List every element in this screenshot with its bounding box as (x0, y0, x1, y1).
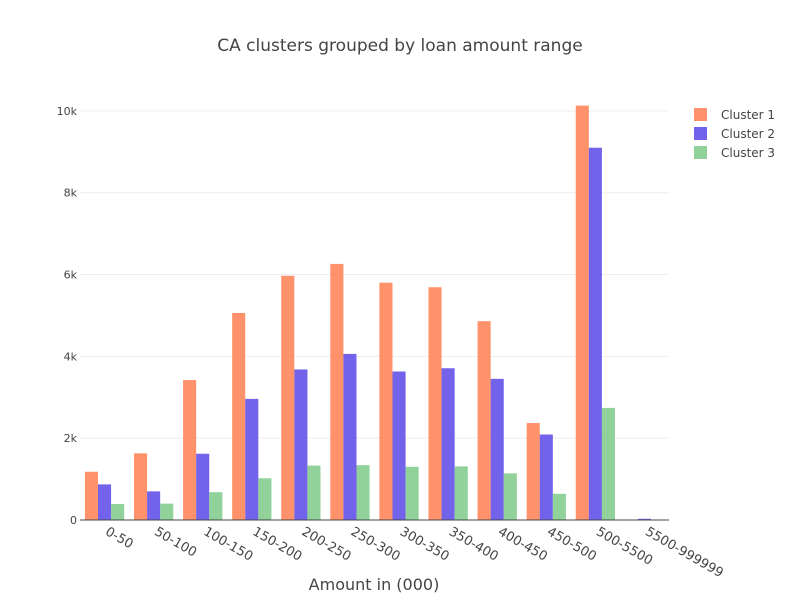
x-tick-label: 250-300 (348, 524, 403, 564)
y-axis-ticks: 0 2k 4k 6k 8k 10k (57, 105, 78, 527)
x-tick-label: 100-150 (201, 524, 256, 564)
x-tick-label: 450-500 (544, 524, 599, 564)
bar-cluster-1[interactable] (85, 472, 98, 520)
bar-cluster-1[interactable] (183, 380, 196, 520)
bar-cluster-2[interactable] (540, 435, 553, 521)
bar-cluster-3[interactable] (455, 466, 468, 520)
legend[interactable]: Cluster 1 Cluster 2 Cluster 3 (694, 108, 775, 160)
x-tick-label: 350-400 (446, 524, 501, 564)
bar-cluster-2[interactable] (589, 148, 602, 520)
bar-cluster-1[interactable] (281, 276, 294, 520)
bar-cluster-3[interactable] (160, 504, 173, 520)
bar-cluster-1[interactable] (379, 283, 392, 520)
legend-item[interactable]: Cluster 2 (694, 127, 775, 141)
bar-cluster-1[interactable] (428, 287, 441, 520)
x-tick-label: 150-200 (250, 524, 305, 564)
x-axis-title: Amount in (000) (309, 575, 440, 594)
x-tick-label: 50-100 (152, 524, 199, 560)
bar-cluster-3[interactable] (504, 473, 517, 520)
legend-swatch (694, 127, 707, 140)
bar-cluster-2[interactable] (196, 454, 209, 520)
legend-label: Cluster 3 (721, 146, 775, 160)
bar-cluster-2[interactable] (491, 379, 504, 520)
bar-cluster-3[interactable] (553, 494, 566, 520)
x-tick-label: 0-50 (103, 524, 136, 552)
bar-cluster-1[interactable] (478, 321, 491, 520)
bar-cluster-3[interactable] (357, 465, 370, 520)
bar-cluster-1[interactable] (330, 264, 343, 520)
y-tick-label: 4k (64, 350, 78, 363)
legend-swatch (694, 146, 707, 159)
bar-cluster-3[interactable] (307, 466, 320, 520)
bar-cluster-2[interactable] (245, 399, 258, 520)
bar-cluster-2[interactable] (98, 484, 111, 520)
bar-cluster-3[interactable] (406, 467, 419, 520)
x-tick-label: 400-450 (495, 524, 550, 564)
x-tick-label: 5500-999999 (642, 524, 725, 581)
bar-cluster-2[interactable] (294, 369, 307, 520)
legend-item[interactable]: Cluster 1 (694, 108, 775, 122)
x-tick-label: 300-350 (397, 524, 452, 564)
y-tick-label: 0 (70, 514, 77, 527)
bar-cluster-2[interactable] (147, 491, 160, 520)
bar-cluster-1[interactable] (527, 423, 540, 520)
legend-item[interactable]: Cluster 3 (694, 146, 775, 160)
legend-swatch (694, 108, 707, 121)
bar-cluster-3[interactable] (258, 478, 271, 520)
bar-cluster-3[interactable] (111, 504, 124, 520)
y-tick-label: 8k (64, 187, 78, 200)
bar-cluster-1[interactable] (232, 313, 245, 520)
y-tick-label: 10k (57, 105, 78, 118)
bar-cluster-2[interactable] (343, 354, 356, 520)
y-tick-label: 2k (64, 432, 78, 445)
bar-cluster-2[interactable] (442, 368, 455, 520)
x-tick-label: 200-250 (299, 524, 354, 564)
legend-label: Cluster 2 (721, 127, 775, 141)
bar-cluster-1[interactable] (576, 106, 589, 520)
y-tick-label: 6k (64, 269, 78, 282)
bar-cluster-1[interactable] (134, 453, 147, 520)
bar-cluster-2[interactable] (392, 372, 405, 521)
bar-cluster-3[interactable] (209, 492, 222, 520)
legend-label: Cluster 1 (721, 108, 775, 122)
bars (85, 106, 664, 520)
bar-cluster-3[interactable] (602, 408, 615, 520)
chart-title: CA clusters grouped by loan amount range (217, 36, 582, 56)
